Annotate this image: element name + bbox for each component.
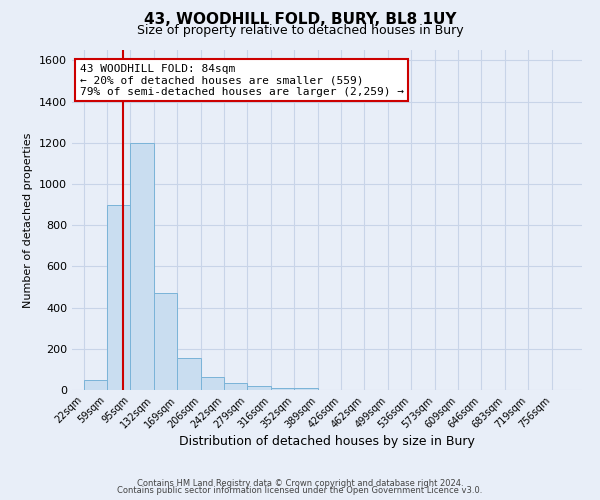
Bar xyxy=(154,293,177,390)
Text: Size of property relative to detached houses in Bury: Size of property relative to detached ho… xyxy=(137,24,463,37)
Bar xyxy=(177,358,200,390)
Bar xyxy=(200,376,224,390)
Text: Contains HM Land Registry data © Crown copyright and database right 2024.: Contains HM Land Registry data © Crown c… xyxy=(137,478,463,488)
Bar xyxy=(271,388,294,390)
X-axis label: Distribution of detached houses by size in Bury: Distribution of detached houses by size … xyxy=(179,436,475,448)
Bar xyxy=(294,388,317,390)
Y-axis label: Number of detached properties: Number of detached properties xyxy=(23,132,34,308)
Bar xyxy=(107,204,130,390)
Text: 43 WOODHILL FOLD: 84sqm
← 20% of detached houses are smaller (559)
79% of semi-d: 43 WOODHILL FOLD: 84sqm ← 20% of detache… xyxy=(80,64,404,97)
Bar xyxy=(224,383,247,390)
Bar xyxy=(247,386,271,390)
Text: 43, WOODHILL FOLD, BURY, BL8 1UY: 43, WOODHILL FOLD, BURY, BL8 1UY xyxy=(144,12,456,28)
Bar xyxy=(130,142,154,390)
Text: Contains public sector information licensed under the Open Government Licence v3: Contains public sector information licen… xyxy=(118,486,482,495)
Bar xyxy=(83,380,107,390)
